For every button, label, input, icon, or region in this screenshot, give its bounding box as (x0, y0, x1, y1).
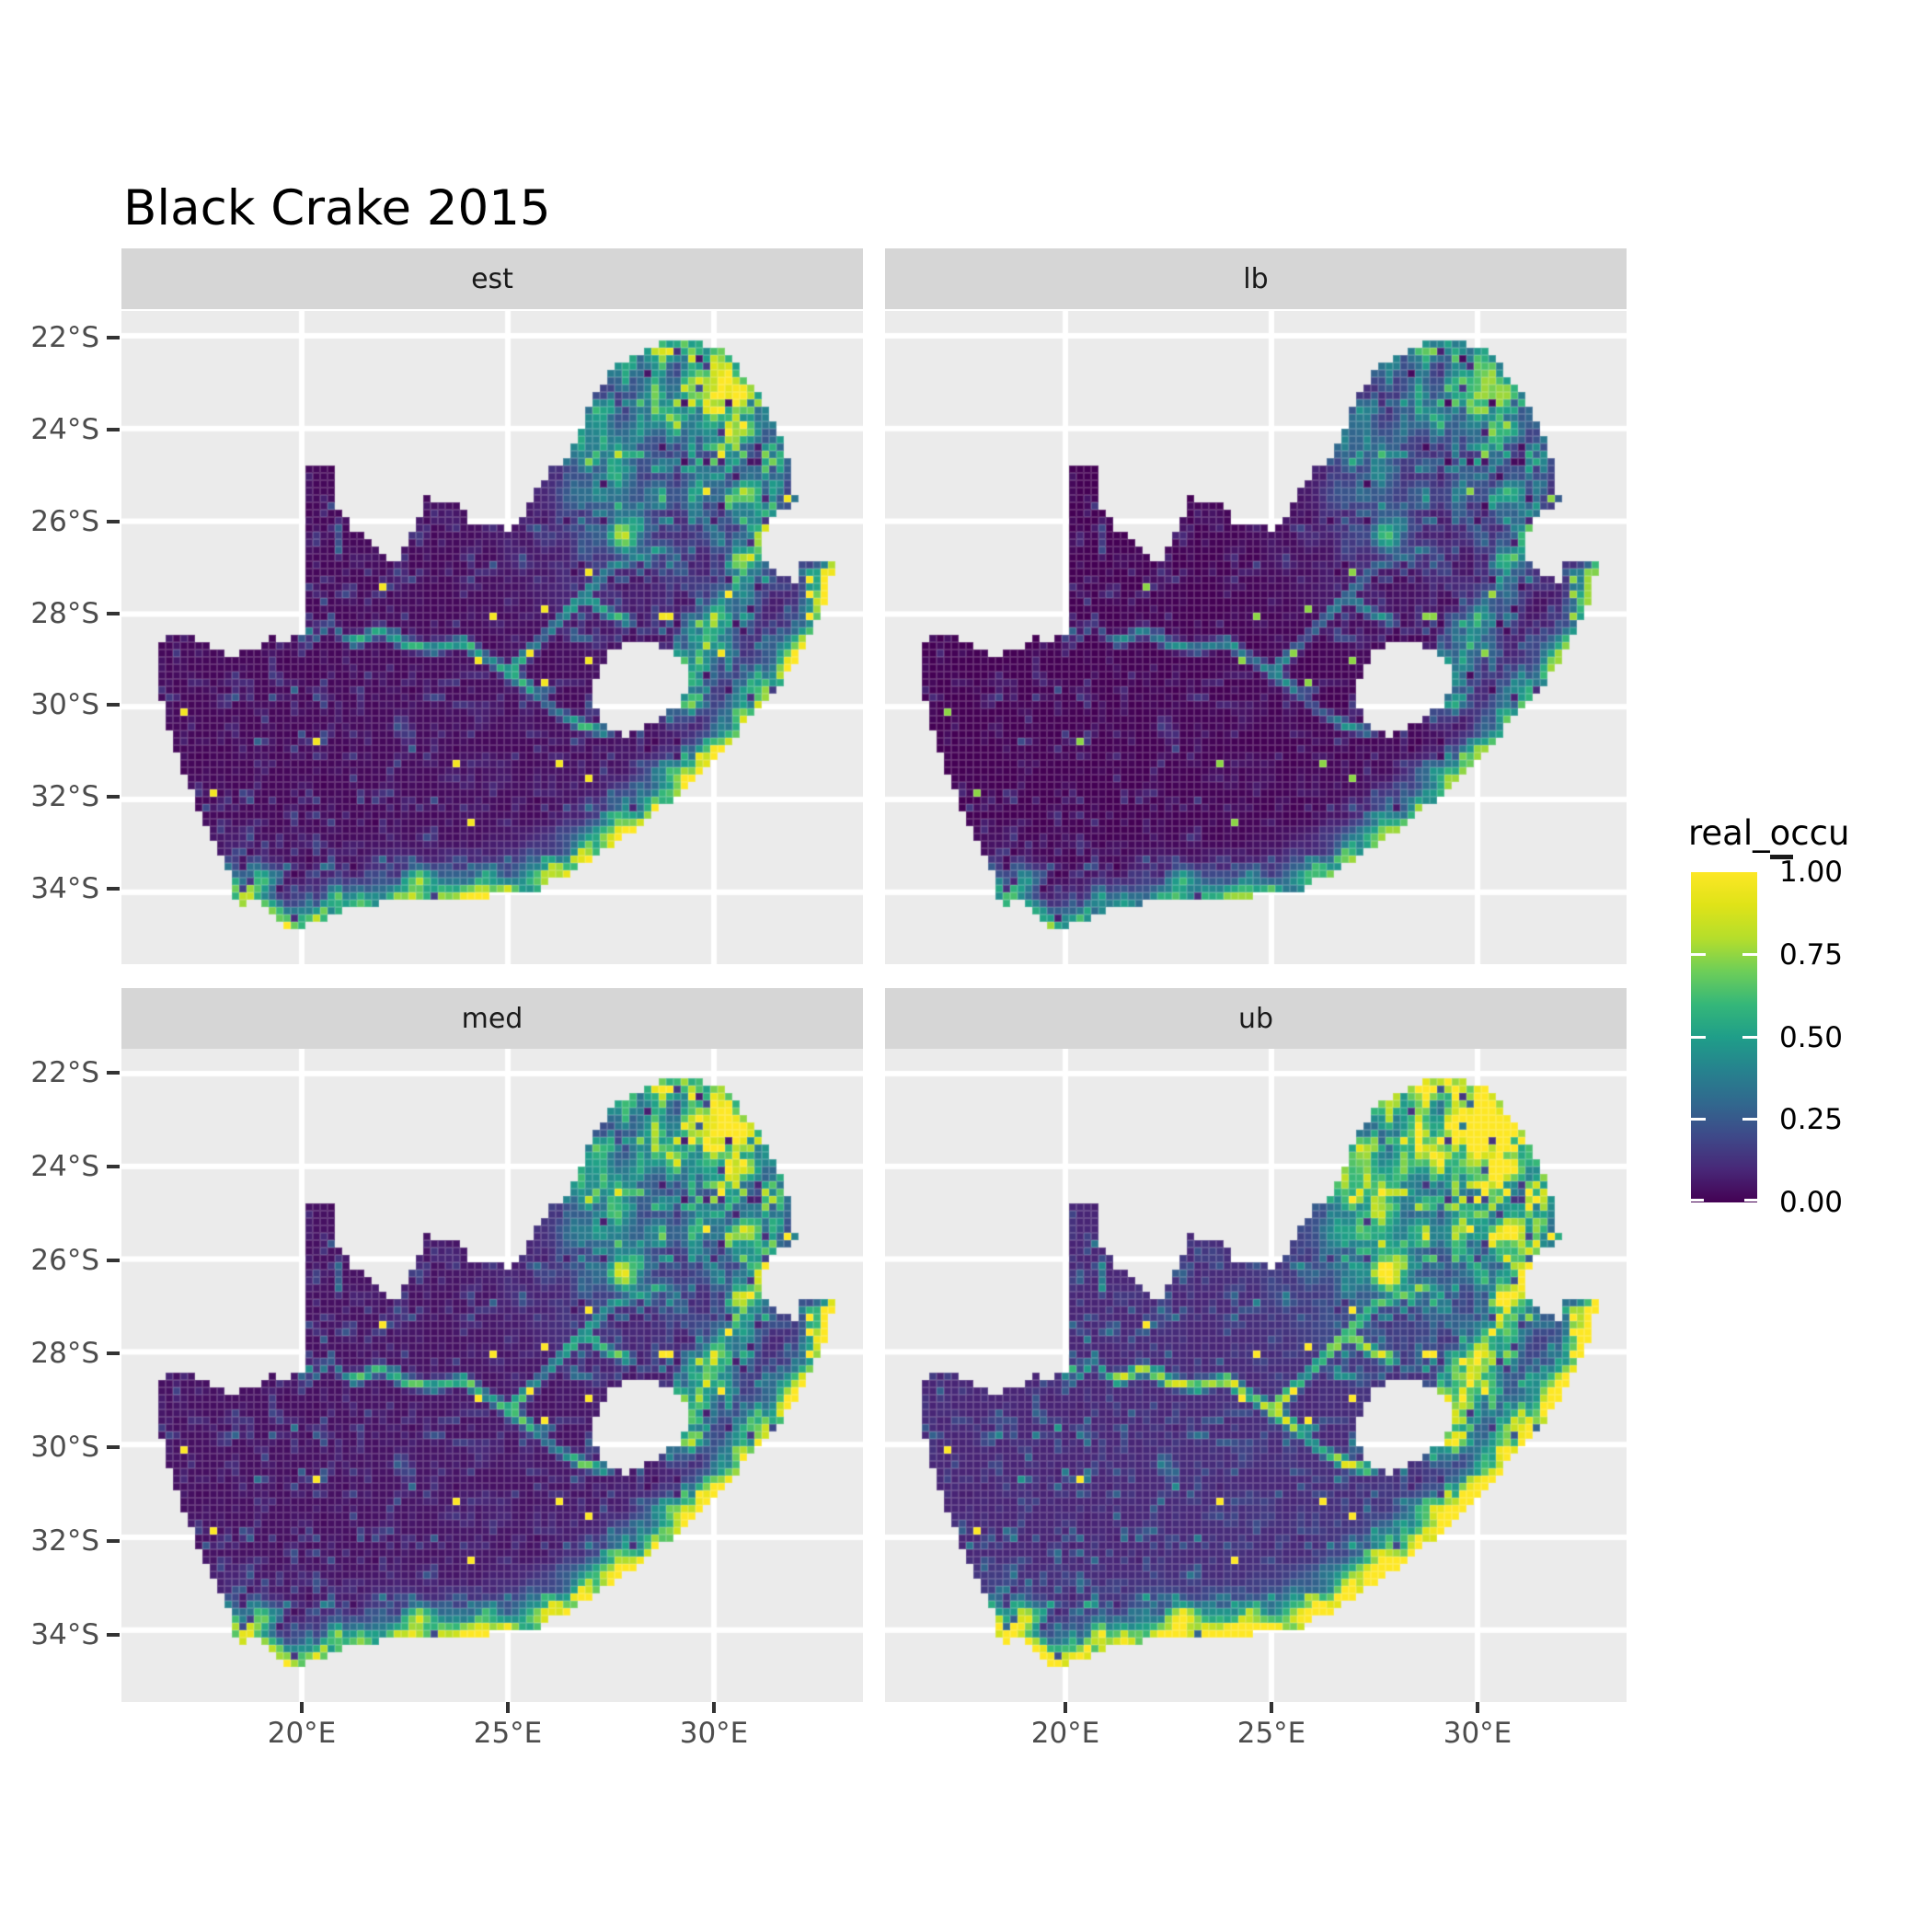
y-axis-label: 30°S (30, 688, 99, 721)
y-axis-tick (107, 1259, 120, 1262)
y-axis-label: 30°S (30, 1431, 99, 1464)
y-axis-label: 34°S (30, 872, 99, 905)
map-canvas-est (121, 311, 863, 964)
map-canvas-lb (885, 311, 1627, 964)
y-axis-label: 28°S (30, 1337, 99, 1370)
y-axis-label: 22°S (30, 321, 99, 354)
y-axis-label: 24°S (30, 1150, 99, 1183)
x-axis-label: 25°E (473, 1717, 543, 1750)
y-axis-tick (107, 887, 120, 891)
facet-strip-lb: lb (885, 248, 1627, 309)
map-panel-ub (885, 1049, 1627, 1702)
y-axis-tick (107, 612, 120, 615)
plot-title: Black Crake 2015 (123, 180, 551, 236)
y-axis-tick (107, 336, 120, 339)
y-axis-label: 22°S (30, 1056, 99, 1089)
facet-strip-label: est (471, 262, 513, 295)
y-axis-label: 32°S (30, 780, 99, 813)
y-axis-tick (107, 1445, 120, 1449)
legend-tick (1742, 1036, 1757, 1039)
map-canvas-ub (885, 1049, 1627, 1702)
legend-title: real_occu (1688, 813, 1850, 853)
legend-top-tick (1770, 855, 1793, 859)
y-axis-tick (107, 1633, 120, 1637)
y-axis-label: 26°S (30, 505, 99, 538)
y-axis-label: 34°S (30, 1618, 99, 1651)
y-axis-tick (107, 1351, 120, 1355)
y-axis-tick (107, 520, 120, 523)
legend-tick (1691, 953, 1706, 956)
y-axis-tick (107, 1071, 120, 1075)
legend-label: 1.00 (1779, 856, 1844, 889)
x-axis-label: 30°E (1443, 1717, 1512, 1750)
y-axis-tick (107, 1165, 120, 1168)
facet-strip-est: est (121, 248, 863, 309)
facet-strip-ub: ub (885, 988, 1627, 1049)
legend-tick (1691, 1036, 1706, 1039)
map-panel-lb (885, 311, 1627, 964)
legend-tick (1742, 953, 1757, 956)
y-axis-label: 32°S (30, 1524, 99, 1558)
legend-tick (1691, 1118, 1706, 1121)
y-axis-label: 26°S (30, 1244, 99, 1277)
map-panel-est (121, 311, 863, 964)
y-axis-tick (107, 795, 120, 799)
x-axis-tick (300, 1702, 304, 1713)
y-axis-label: 24°S (30, 413, 99, 446)
legend-tick (1744, 1199, 1757, 1202)
x-axis-label: 30°E (679, 1717, 749, 1750)
facet-strip-label: ub (1237, 1002, 1274, 1035)
y-axis-tick (107, 703, 120, 707)
y-axis-tick (107, 1539, 120, 1543)
x-axis-tick (1476, 1702, 1479, 1713)
legend-label: 0.25 (1779, 1103, 1844, 1136)
legend-tick (1742, 1118, 1757, 1121)
legend-tick (1691, 1199, 1704, 1202)
x-axis-tick (1270, 1702, 1273, 1713)
map-canvas-med (121, 1049, 863, 1702)
x-axis-label: 25°E (1236, 1717, 1306, 1750)
legend-label: 0.00 (1779, 1186, 1844, 1219)
facet-strip-label: lb (1243, 262, 1269, 295)
legend-label: 0.75 (1779, 938, 1844, 972)
facet-strip-med: med (121, 988, 863, 1049)
x-axis-label: 20°E (267, 1717, 337, 1750)
y-axis-tick (107, 428, 120, 431)
x-axis-tick (712, 1702, 716, 1713)
map-panel-med (121, 1049, 863, 1702)
x-axis-label: 20°E (1030, 1717, 1100, 1750)
x-axis-tick (1064, 1702, 1067, 1713)
facet-strip-label: med (461, 1002, 523, 1035)
y-axis-label: 28°S (30, 597, 99, 630)
x-axis-tick (506, 1702, 510, 1713)
legend-label: 0.50 (1779, 1021, 1844, 1054)
